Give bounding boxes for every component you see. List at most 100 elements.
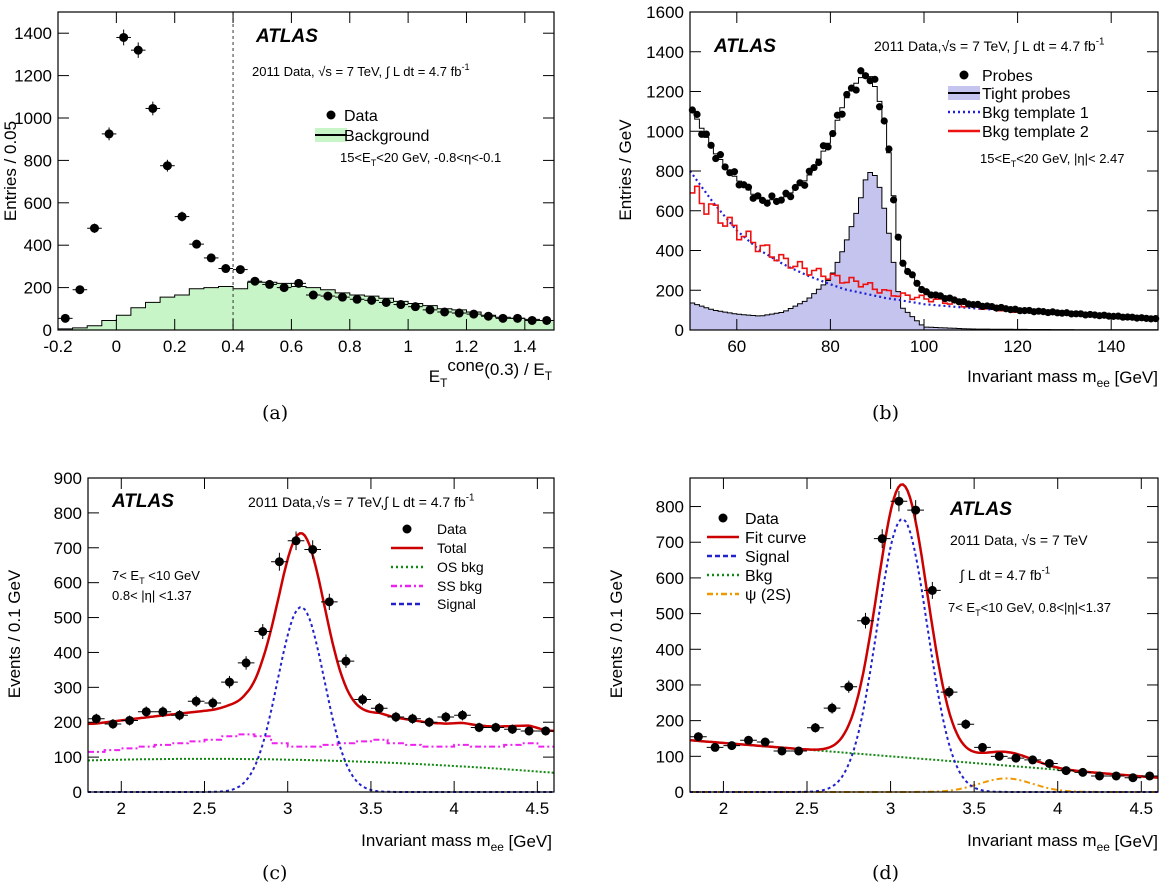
probe-point	[824, 143, 832, 151]
cut-text-1: 7< ET <10 GeV	[112, 568, 200, 586]
data-point	[224, 677, 234, 687]
data-point	[454, 308, 464, 318]
probe-point	[871, 75, 879, 83]
x-tick-label: 0.2	[163, 337, 187, 356]
probe-point	[829, 129, 837, 138]
data-point	[279, 283, 289, 293]
data-point	[978, 742, 987, 752]
legend-label: Bkg	[745, 568, 773, 585]
y-tick-label: 1000	[646, 122, 684, 141]
x-tick-label: 2.5	[193, 799, 217, 818]
x-tick-label: 4.5	[526, 799, 550, 818]
y-tick-label: 700	[54, 539, 82, 558]
probe-point	[763, 199, 771, 207]
x-tick-label: 120	[1003, 337, 1031, 356]
data-point	[291, 536, 301, 546]
data-point	[469, 309, 479, 319]
data-point	[324, 597, 334, 607]
data-point	[381, 297, 391, 307]
probe-point	[768, 192, 776, 200]
data-point	[827, 703, 837, 713]
atlas-label: ATLAS	[111, 491, 174, 512]
x-axis-label: Invariant mass mee [GeV]	[361, 831, 552, 854]
data-point	[1044, 758, 1054, 768]
atlas-label: ATLAS	[949, 499, 1012, 520]
legend-label: Probes	[982, 68, 1033, 85]
x-tick-label: 4	[1053, 799, 1062, 818]
probe-point	[716, 151, 725, 159]
legend-label: Signal	[745, 549, 789, 566]
data-point	[1011, 753, 1021, 763]
data-point	[308, 290, 318, 300]
x-tick-label: 80	[821, 337, 840, 356]
y-axis-label: Events / 0.1 GeV	[5, 569, 24, 698]
info-text-1: 2011 Data, √s = 7 TeV	[950, 532, 1088, 548]
probe-point	[693, 110, 701, 119]
data-point	[337, 292, 347, 302]
x-tick-label: 0.4	[221, 337, 245, 356]
x-tick-label: 140	[1097, 337, 1125, 356]
x-tick-label: 1.2	[455, 337, 479, 356]
data-point	[119, 32, 129, 42]
data-point	[162, 161, 172, 171]
legend-label: Data	[437, 521, 467, 537]
data-point	[1145, 771, 1155, 781]
data-point	[1028, 755, 1038, 765]
x-tick-label: 1	[403, 337, 412, 356]
atlas-label: ATLAS	[255, 26, 318, 47]
legend-marker	[402, 524, 412, 534]
legend-label: Data	[344, 108, 378, 125]
legend-label: Signal	[437, 596, 476, 612]
data-point	[208, 698, 218, 708]
data-point	[541, 726, 551, 736]
y-tick-label: 600	[656, 569, 684, 588]
y-tick-label: 0	[43, 321, 52, 340]
data-point	[91, 714, 101, 724]
y-tick-label: 300	[54, 678, 82, 697]
probe-point	[707, 141, 715, 149]
y-axis-label: Entries / GeV	[616, 119, 635, 221]
data-point	[1095, 771, 1104, 781]
legend-label: Total	[437, 540, 467, 556]
legend-label: OS bkg	[437, 559, 484, 575]
x-axis-label: ETcone(0.3) / ET	[429, 356, 552, 390]
probe-point	[744, 183, 753, 191]
legend-marker	[326, 110, 336, 120]
probe-point	[894, 233, 902, 241]
plot-frame	[87, 477, 555, 793]
data-point	[877, 534, 887, 544]
data-point	[498, 313, 508, 323]
probe-point	[810, 163, 818, 172]
probe-point	[787, 193, 795, 201]
data-point	[241, 658, 251, 668]
probe-point	[721, 163, 729, 171]
data-point	[308, 545, 318, 555]
y-tick-label: 500	[54, 609, 82, 628]
y-tick-label: 200	[24, 279, 52, 298]
data-point	[125, 715, 135, 725]
fit-curve	[689, 483, 1159, 779]
data-point	[192, 239, 202, 249]
cut-text-2: 0.8< |η| <1.37	[112, 588, 192, 603]
y-tick-label: 1400	[646, 43, 684, 62]
probe-point	[913, 279, 921, 287]
data-point	[440, 307, 450, 317]
data-point	[507, 724, 517, 734]
y-tick-label: 600	[24, 194, 52, 213]
y-tick-label: 800	[656, 498, 684, 517]
data-point	[60, 313, 70, 323]
y-tick-label: 1200	[646, 83, 684, 102]
data-point	[474, 722, 484, 732]
y-tick-label: 0	[675, 783, 684, 802]
y-tick-label: 200	[656, 712, 684, 731]
data-point	[75, 285, 85, 295]
probe-point	[838, 110, 846, 118]
data-point	[352, 294, 362, 304]
data-point	[108, 719, 118, 729]
y-tick-label: 400	[656, 242, 684, 261]
probe-point	[899, 259, 907, 267]
data-point	[1078, 767, 1088, 777]
y-tick-label: 600	[54, 574, 82, 593]
data-point	[760, 737, 770, 747]
y-axis-label: Events / 0.1 GeV	[607, 569, 626, 698]
